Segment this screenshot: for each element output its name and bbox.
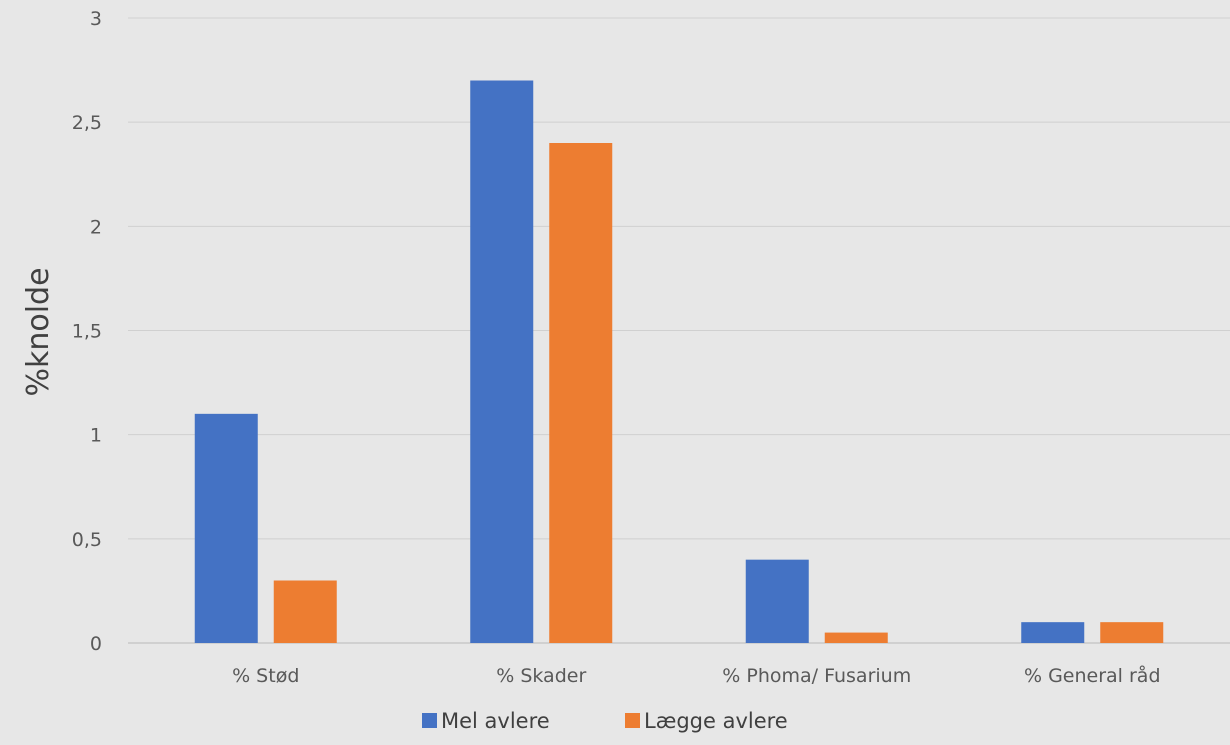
bar-laegge-avlere [273, 580, 337, 643]
y-tick-label: 1,5 [72, 321, 102, 343]
bars [194, 80, 1164, 643]
bar-laegge-avlere [1100, 622, 1164, 643]
bar-mel-avlere [194, 413, 258, 643]
legend-label: Mel avlere [441, 709, 550, 733]
y-axis-label: %knolde [21, 267, 56, 396]
bar-mel-avlere [745, 559, 809, 643]
gridlines [128, 17, 1230, 644]
x-axis-categories: % Stød % Skader % Phoma/ Fusarium % General… [232, 664, 1160, 687]
x-category-label: % Phoma/ Fusarium [722, 665, 911, 687]
y-tick-label: 2,5 [72, 112, 102, 134]
bar-laegge-avlere [824, 632, 888, 643]
legend: Mel avlere Lægge avlere [422, 709, 788, 733]
bar-mel-avlere [470, 80, 534, 643]
legend-swatch [422, 713, 437, 728]
y-tick-label: 0,5 [72, 529, 102, 551]
bar-mel-avlere [1021, 622, 1085, 643]
y-axis-ticks: 0 0,5 1 1,5 2 2,5 3 [72, 8, 102, 655]
y-tick-label: 0 [90, 633, 102, 655]
bar-laegge-avlere [549, 143, 613, 643]
y-tick-label: 1 [90, 425, 102, 447]
legend-label: Lægge avlere [644, 709, 788, 733]
x-category-label: % Skader [496, 665, 586, 687]
y-tick-label: 2 [90, 216, 102, 238]
y-tick-label: 3 [90, 8, 102, 30]
legend-swatch [625, 713, 640, 728]
x-category-label: % General råd [1024, 664, 1161, 687]
x-category-label: % Stød [232, 665, 299, 687]
